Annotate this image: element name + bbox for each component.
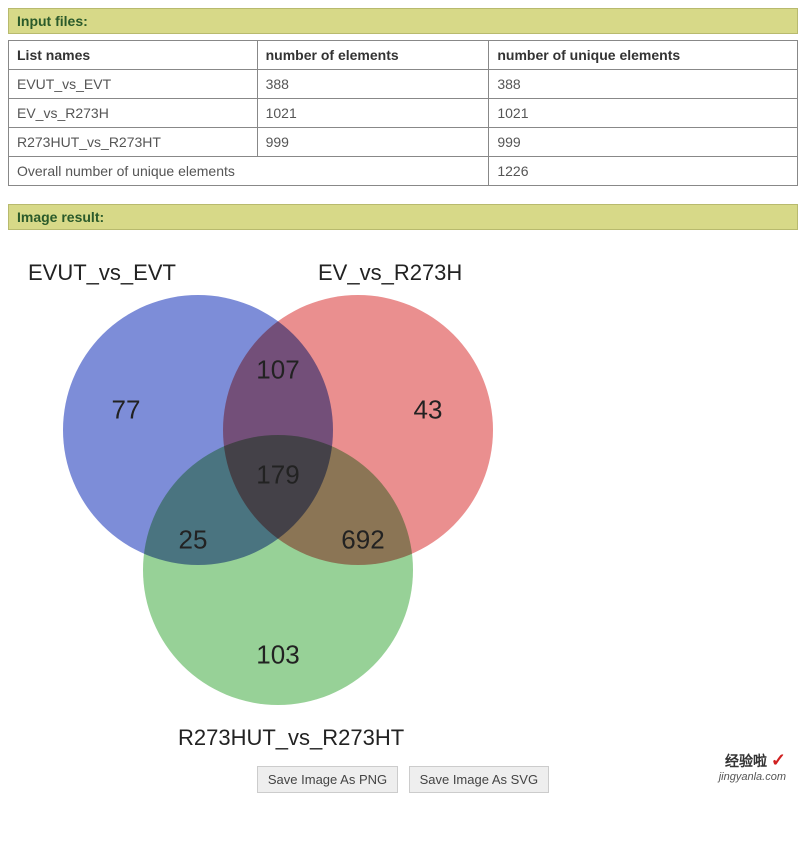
watermark: 经验啦 ✓ jingyanla.com [719, 751, 786, 783]
cell-elements: 999 [257, 128, 489, 157]
venn-set-label-C: R273HUT_vs_R273HT [178, 725, 404, 751]
save-png-button[interactable]: Save Image As PNG [257, 766, 398, 793]
venn-set-label-A: EVUT_vs_EVT [28, 260, 176, 286]
cell-elements: 1021 [257, 99, 489, 128]
cell-unique: 999 [489, 128, 798, 157]
cell-list-name: R273HUT_vs_R273HT [9, 128, 258, 157]
input-files-header: Input files: [8, 8, 798, 34]
venn-region-BC: 692 [341, 525, 384, 556]
image-result-header: Image result: [8, 204, 798, 230]
venn-set-label-B: EV_vs_R273H [318, 260, 462, 286]
watermark-text: 经验啦 [725, 753, 767, 769]
cell-list-name: EV_vs_R273H [9, 99, 258, 128]
col-num-unique: number of unique elements [489, 41, 798, 70]
table-row: R273HUT_vs_R273HT 999 999 [9, 128, 798, 157]
button-row: Save Image As PNG Save Image As SVG [8, 766, 798, 793]
venn-region-A_only: 77 [112, 395, 141, 426]
overall-label: Overall number of unique elements [9, 157, 489, 186]
watermark-sub: jingyanla.com [719, 771, 786, 783]
table-row: EV_vs_R273H 1021 1021 [9, 99, 798, 128]
col-list-names: List names [9, 41, 258, 70]
cell-list-name: EVUT_vs_EVT [9, 70, 258, 99]
venn-region-AC: 25 [179, 525, 208, 556]
save-svg-button[interactable]: Save Image As SVG [409, 766, 550, 793]
venn-region-ABC: 179 [256, 460, 299, 491]
table-overall-row: Overall number of unique elements 1226 [9, 157, 798, 186]
cell-unique: 1021 [489, 99, 798, 128]
venn-region-AB: 107 [256, 355, 299, 386]
table-row: EVUT_vs_EVT 388 388 [9, 70, 798, 99]
cell-elements: 388 [257, 70, 489, 99]
overall-value: 1226 [489, 157, 798, 186]
col-num-elements: number of elements [257, 41, 489, 70]
venn-region-B_only: 43 [414, 395, 443, 426]
table-header-row: List names number of elements number of … [9, 41, 798, 70]
venn-diagram: EVUT_vs_EVT EV_vs_R273H R273HUT_vs_R273HT 7… [18, 240, 578, 760]
venn-region-C_only: 103 [256, 640, 299, 671]
input-files-table: List names number of elements number of … [8, 40, 798, 186]
cell-unique: 388 [489, 70, 798, 99]
watermark-check-icon: ✓ [771, 750, 786, 770]
